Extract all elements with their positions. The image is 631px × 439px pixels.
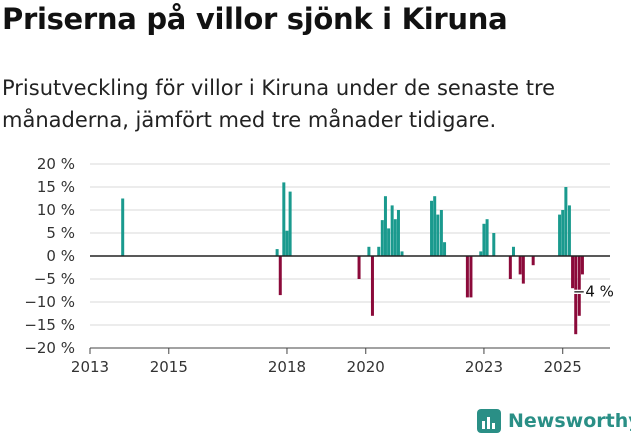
bar-negative	[357, 256, 361, 279]
bar-negative	[518, 256, 522, 275]
bar-negative	[580, 256, 584, 275]
bar-positive	[492, 233, 496, 256]
annotation-label: −4 %	[573, 282, 614, 300]
y-tick-label: −15 %	[24, 316, 75, 334]
y-tick-label: 5 %	[46, 224, 75, 242]
x-tick-label: 2013	[71, 358, 109, 376]
bar-positive	[485, 219, 489, 256]
bar-positive	[561, 210, 565, 256]
x-tick-label: 2015	[150, 358, 188, 376]
newsworthy-logo-icon	[477, 409, 501, 433]
bar-negative	[574, 256, 578, 335]
y-tick-label: 10 %	[37, 201, 75, 219]
y-tick-label: −5 %	[34, 270, 75, 288]
bar-positive	[121, 198, 125, 256]
page-subtitle: Prisutveckling för villor i Kiruna under…	[2, 76, 556, 132]
bar-positive	[377, 246, 381, 256]
x-axis-ticks: 2013 2015 2018 2020 2023 2025	[71, 348, 582, 376]
y-tick-label: 20 %	[37, 155, 75, 173]
bar-negative	[508, 256, 512, 279]
y-tick-label: −10 %	[24, 293, 75, 311]
bar-positive	[285, 230, 289, 256]
bar-positive	[288, 191, 292, 256]
y-tick-label: 15 %	[37, 178, 75, 196]
bar-positive	[443, 242, 447, 256]
bar-negative	[278, 256, 282, 296]
bar-positive	[396, 210, 400, 256]
bar-negative	[469, 256, 473, 298]
bar-positive	[275, 249, 279, 256]
bar-positive	[567, 205, 571, 256]
bar-positive	[439, 210, 443, 256]
bar-positive	[436, 214, 440, 256]
x-tick-label: 2020	[347, 358, 385, 376]
bar-negative	[531, 256, 535, 266]
x-tick-label: 2025	[544, 358, 582, 376]
y-tick-label: −20 %	[24, 339, 75, 357]
bar-negative	[521, 256, 525, 284]
bar-positive	[383, 196, 387, 256]
bar-positive	[367, 246, 371, 256]
bar-positive	[564, 187, 568, 256]
bars	[121, 182, 584, 335]
x-tick-label: 2018	[268, 358, 306, 376]
bar-positive	[511, 246, 515, 256]
bar-negative	[370, 256, 374, 316]
bar-positive	[400, 251, 404, 256]
bar-positive	[479, 251, 483, 256]
bar-negative	[465, 256, 469, 298]
bar-positive	[433, 196, 437, 256]
bar-positive	[393, 219, 397, 256]
y-axis-ticks: 20 % 15 % 10 % 5 % 0 % −5 % −10 % −15 % −20 %	[24, 155, 75, 357]
bar-positive	[430, 200, 434, 256]
brand-name: Newsworthy	[508, 410, 631, 432]
page-title: Priserna på villor sjönk i Kiruna	[2, 2, 508, 36]
bar-positive	[282, 182, 286, 256]
bar-positive	[380, 220, 384, 256]
bar-positive	[390, 205, 394, 256]
bar-positive	[558, 214, 562, 256]
brand-logo: Newsworthy	[476, 408, 631, 434]
x-tick-label: 2023	[465, 358, 503, 376]
bar-negative	[577, 256, 581, 316]
y-tick-label: 0 %	[46, 247, 75, 265]
bar-positive	[387, 228, 391, 256]
bar-negative	[571, 256, 575, 289]
bar-positive	[482, 223, 486, 256]
